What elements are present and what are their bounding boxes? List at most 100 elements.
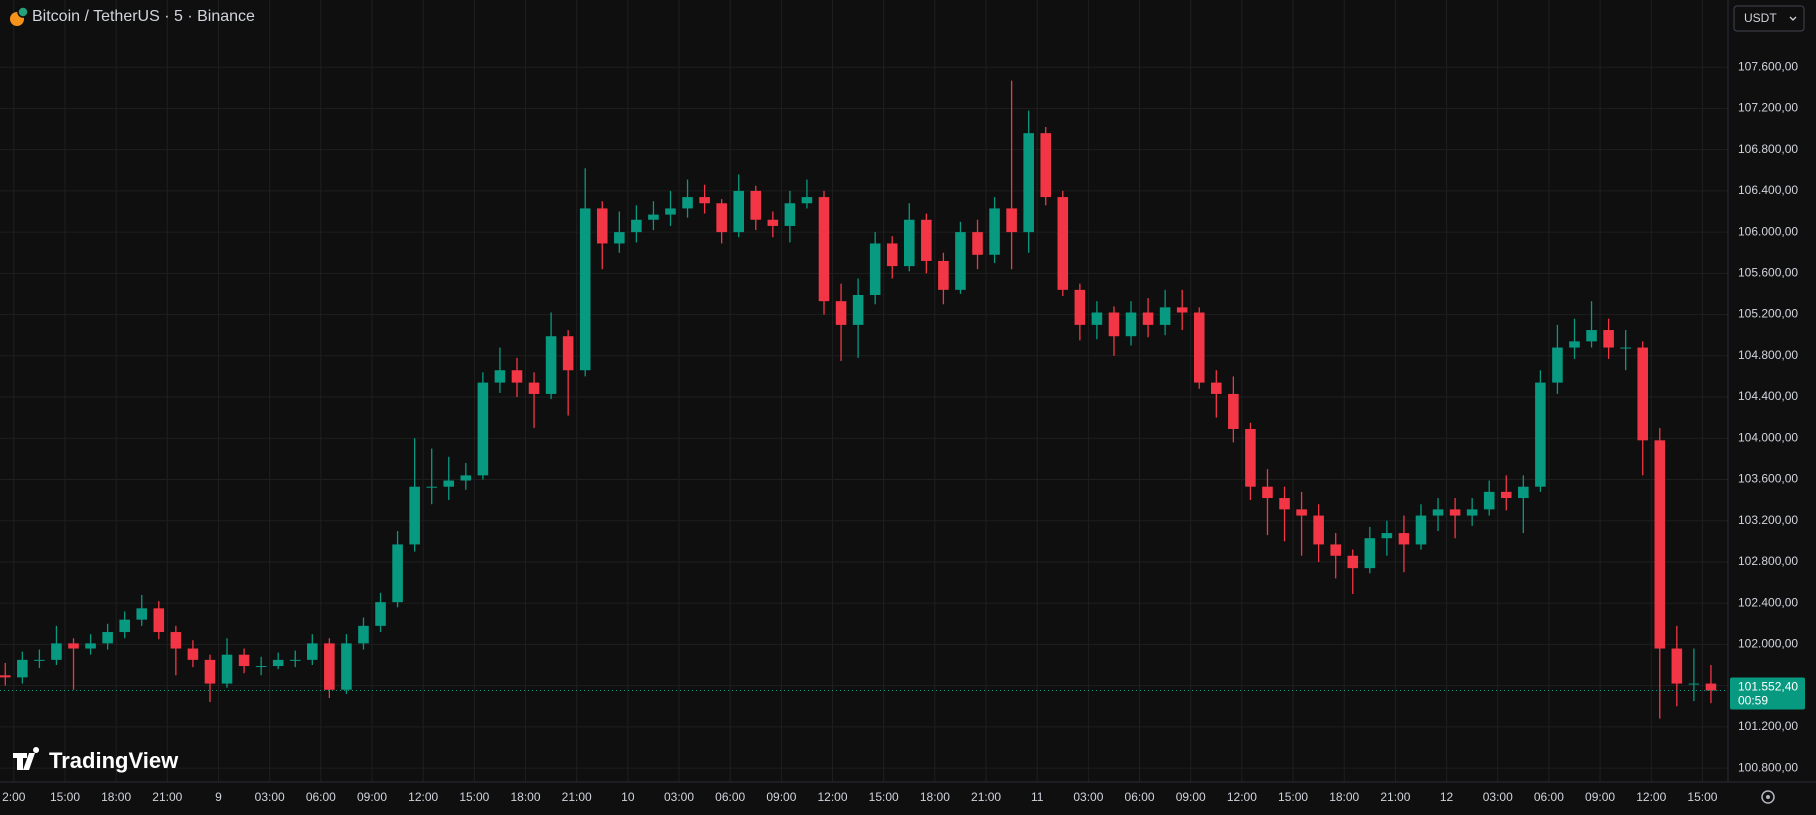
candle-body [341, 643, 352, 690]
last-price-box [1730, 677, 1805, 710]
x-tick-label: 03:00 [664, 790, 694, 804]
candle-body [460, 475, 472, 481]
x-tick-label: 21:00 [1380, 790, 1410, 804]
candle-body [1671, 648, 1683, 684]
candle-body [34, 659, 45, 661]
x-tick-label: 18:00 [920, 790, 950, 804]
y-tick-label: 101.200,00 [1738, 719, 1798, 733]
candle-body [1398, 533, 1410, 545]
candle-body [477, 382, 489, 476]
x-tick-label: 06:00 [1125, 790, 1155, 804]
candle-body [784, 203, 796, 226]
candle-body [494, 370, 506, 383]
candle-body [1654, 440, 1666, 649]
candle-body [17, 659, 28, 678]
candle-body [1586, 330, 1597, 342]
y-tick-label: 102.000,00 [1738, 637, 1798, 651]
x-tick-label: 09:00 [1176, 790, 1206, 804]
candle-body [1057, 197, 1069, 290]
candle-body [1603, 330, 1614, 348]
x-tick-label: 06:00 [1534, 790, 1564, 804]
x-tick-label: 15:00 [869, 790, 899, 804]
candle-body [767, 219, 779, 226]
candle-body [1364, 538, 1376, 569]
candle-body [1347, 555, 1359, 569]
y-tick-label: 100.800,00 [1738, 760, 1798, 774]
x-tick-label: 18:00 [1329, 790, 1359, 804]
candle-body [187, 648, 199, 660]
x-tick-label: 09:00 [1585, 790, 1615, 804]
candle-body [1449, 509, 1461, 516]
x-tick-label: 10 [621, 790, 635, 804]
y-tick-label: 105.600,00 [1738, 266, 1798, 280]
candle-body [255, 666, 267, 668]
candle-body [835, 301, 847, 325]
usdt-icon [17, 6, 29, 18]
x-tick-label: 09:00 [357, 790, 387, 804]
candle-body [1518, 486, 1529, 499]
dropdown-arrow [1789, 16, 1797, 21]
y-tick-label: 103.600,00 [1738, 472, 1798, 486]
candle-body [51, 643, 62, 660]
countdown-label: 00:59 [1738, 694, 1768, 708]
y-tick-label: 106.400,00 [1738, 183, 1798, 197]
candle-body [1006, 208, 1017, 233]
candle-body [903, 219, 915, 267]
candle-body [562, 336, 574, 371]
candle-body [1313, 515, 1324, 545]
candle-body [699, 197, 710, 204]
x-tick-label: 9 [215, 790, 222, 804]
x-tick-label: 09:00 [766, 790, 796, 804]
symbol-title: Bitcoin / TetherUS · 5 · Binance [32, 8, 255, 25]
candle-body [869, 243, 881, 295]
candle-body [1040, 133, 1052, 198]
candle-body [579, 208, 591, 371]
y-tick-label: 107.600,00 [1738, 59, 1798, 73]
candle-body [1142, 312, 1154, 325]
candle-body [1483, 491, 1495, 510]
candle-body [272, 659, 284, 667]
candle-body [801, 197, 813, 204]
candle-body [818, 197, 830, 302]
candle-body [426, 486, 437, 488]
x-tick-label: 15:00 [50, 790, 80, 804]
candle-body [1432, 509, 1444, 516]
candle-body [955, 232, 966, 290]
currency-select[interactable] [1733, 5, 1805, 32]
x-tick-label: 12:00 [1227, 790, 1257, 804]
settings-icon-dot [1766, 795, 1770, 799]
candle-body [614, 232, 625, 244]
candle-body [596, 208, 608, 244]
candle-body [375, 602, 386, 626]
x-tick-label: 12 [1440, 790, 1454, 804]
last-price-label: 101.552,40 [1738, 680, 1798, 694]
settings-icon[interactable] [1761, 790, 1775, 804]
candle-body [682, 197, 693, 209]
grid [0, 0, 1728, 782]
x-tick-label: 06:00 [306, 790, 336, 804]
candle-body [1552, 347, 1563, 383]
x-tick-label: 15:00 [1687, 790, 1717, 804]
candle-body [443, 480, 455, 487]
candle-body [886, 243, 898, 267]
x-tick-label: 11 [1031, 790, 1044, 804]
candle-body [989, 208, 1000, 255]
y-tick-label: 104.000,00 [1738, 430, 1798, 444]
candle-body [170, 632, 182, 649]
candle-body [1535, 382, 1546, 487]
candle-body [307, 643, 318, 660]
x-tick-label: 06:00 [715, 790, 745, 804]
currency-label[interactable]: USDT [1744, 11, 1777, 25]
candle-body [1193, 312, 1205, 383]
candle-body [238, 654, 250, 667]
candle-body [921, 219, 932, 261]
y-tick-label: 105.200,00 [1738, 307, 1798, 321]
candle-body [938, 260, 949, 290]
candle-body [85, 643, 96, 649]
y-tick-label: 104.800,00 [1738, 348, 1798, 362]
candle-body [1091, 312, 1103, 325]
candle-body [392, 544, 403, 603]
candle-body [1228, 393, 1239, 429]
